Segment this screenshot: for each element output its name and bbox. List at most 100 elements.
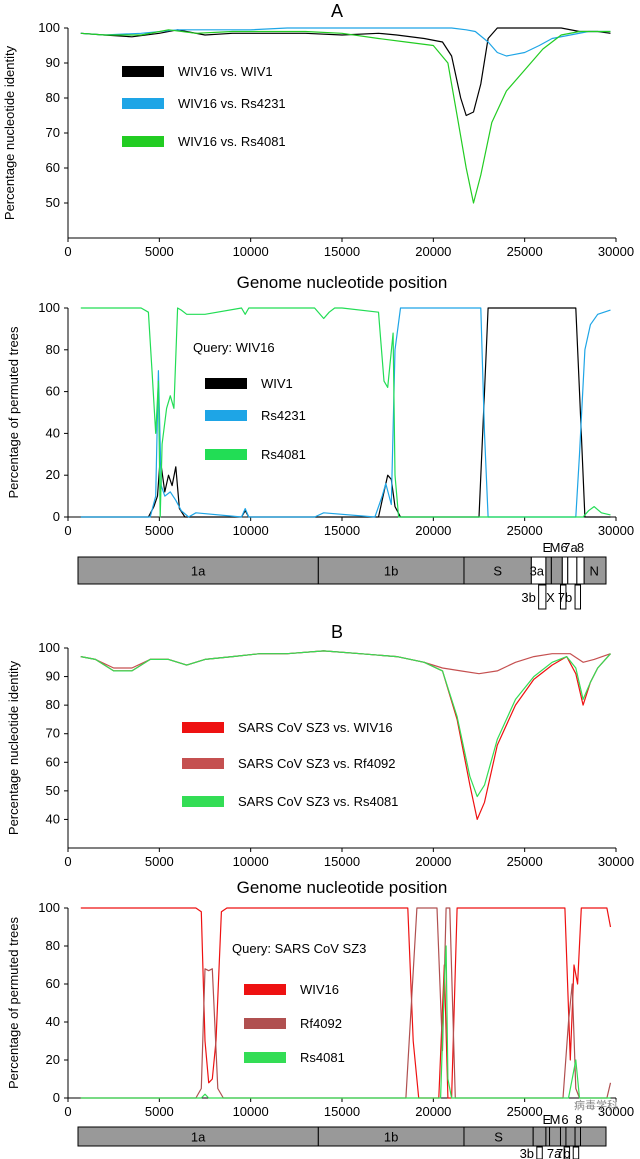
legend-swatch	[244, 984, 286, 995]
gene-box-7a	[567, 556, 578, 585]
legend-label: Rs4231	[261, 408, 306, 423]
gene-small-label: N	[589, 564, 598, 579]
x-tick-label: 15000	[324, 1104, 360, 1119]
gene-label: 7a	[547, 1146, 562, 1159]
gene-box-3a	[532, 1126, 547, 1147]
y-tick-label: 50	[46, 783, 60, 798]
gene-box-1a	[77, 556, 319, 585]
gene-small-label: E	[542, 1112, 551, 1127]
gene-box-6	[561, 556, 569, 585]
gene-box-N	[580, 1126, 607, 1147]
series-line-rf4092	[80, 907, 612, 1099]
gene-box-X	[559, 584, 567, 610]
y-tick-label: 60	[46, 754, 60, 769]
gene-box-3b	[536, 1146, 543, 1159]
y-tick-label: 0	[53, 1090, 60, 1105]
y-tick-label: 80	[46, 938, 60, 953]
x-tick-label: 0	[64, 523, 71, 538]
gene-box-M	[550, 556, 563, 585]
gene-box-8	[574, 1126, 582, 1147]
legend-swatch	[182, 758, 224, 769]
gene-small-label: E	[542, 540, 551, 555]
panel-a-label: A	[331, 1, 343, 21]
y-tick-label: 60	[46, 976, 60, 991]
legend-swatch	[122, 98, 164, 109]
gene-label: 1b	[384, 564, 398, 579]
legend-label: Rs4081	[261, 447, 306, 462]
y-tick-label: 60	[46, 384, 60, 399]
y-axis-label: Percentage of permuted trees	[6, 917, 21, 1089]
gene-box-1b	[317, 556, 465, 585]
gene-box-7b	[574, 584, 582, 610]
gene-small-label: 7a	[563, 540, 578, 555]
x-tick-label: 20000	[415, 854, 451, 869]
gene-label: 1a	[191, 564, 206, 579]
y-tick-label: 0	[53, 509, 60, 524]
legend-swatch	[182, 722, 224, 733]
gene-small-label: M	[550, 540, 561, 555]
chart-B-identity: 40 50 60 70 80 90 100 0 5000 10000 15000 20000 25000…	[6, 640, 634, 897]
chart-A-identity: 50 60 70 80 90 100 0 5000 10000 15000 20000 25000 30…	[2, 20, 634, 292]
y-tick-label: 80	[46, 90, 60, 105]
legend-label: Rs4081	[300, 1050, 345, 1065]
gene-box-3b	[538, 584, 547, 610]
x-axis-label: Genome nucleotide position	[237, 878, 448, 897]
legend-label: WIV16 vs. WIV1	[178, 64, 273, 79]
gene-small-label: 6	[561, 1112, 568, 1127]
x-tick-label: 30000	[598, 244, 634, 259]
x-tick-label: 20000	[415, 1104, 451, 1119]
y-tick-label: 40	[46, 425, 60, 440]
legend-label: WIV16 vs. Rs4081	[178, 134, 286, 149]
legend-title: Query: SARS CoV SZ3	[232, 941, 366, 956]
gene-box-N	[583, 556, 607, 585]
x-tick-label: 10000	[233, 1104, 269, 1119]
x-tick-label: 0	[64, 244, 71, 259]
x-tick-label: 0	[64, 854, 71, 869]
y-tick-label: 70	[46, 726, 60, 741]
gene-label: S	[494, 1130, 503, 1145]
legend-label: SARS CoV SZ3 vs. Rf4092	[238, 756, 396, 771]
gene-small-label: 3a	[530, 564, 545, 579]
y-axis-label: Percentage nucleotide identity	[6, 660, 21, 835]
legend-swatch	[205, 378, 247, 389]
y-tick-label: 20	[46, 1052, 60, 1067]
x-tick-label: 5000	[145, 244, 174, 259]
gene-label: 3b	[521, 590, 535, 605]
series-line-wiv16-vs-rs4231	[80, 27, 611, 57]
x-tick-label: 5000	[145, 1104, 174, 1119]
x-tick-label: 30000	[598, 523, 634, 538]
gene-label: 7b	[558, 590, 572, 605]
legend-swatch	[205, 410, 247, 421]
gene-box-E	[545, 556, 552, 585]
y-tick-label: 20	[46, 467, 60, 482]
legend-swatch	[122, 136, 164, 147]
y-axis-label: Percentage nucleotide identity	[2, 45, 17, 220]
legend-swatch	[205, 449, 247, 460]
gene-label: S	[493, 564, 502, 579]
gene-box-M	[549, 1126, 561, 1147]
x-tick-label: 20000	[415, 523, 451, 538]
gene-small-label: 8	[575, 1112, 582, 1127]
x-tick-label: 10000	[233, 523, 269, 538]
x-tick-label: 20000	[415, 244, 451, 259]
y-tick-label: 60	[46, 160, 60, 175]
x-tick-label: 5000	[145, 854, 174, 869]
legend-swatch	[244, 1052, 286, 1063]
y-tick-label: 70	[46, 125, 60, 140]
gene-box-6	[559, 1126, 567, 1147]
legend-swatch	[182, 796, 224, 807]
series-line-sars-cov-sz3-vs-rf4092	[80, 650, 611, 675]
gene-small-label: 8	[577, 540, 584, 555]
genome-map-A: 1a 1b S 3a EM 67a 8N 3b X 7b	[77, 540, 607, 610]
panel-b-label: B	[331, 622, 343, 642]
gene-label: 7b	[556, 1146, 570, 1159]
gene-box-E	[545, 1126, 551, 1147]
gene-label: X	[546, 590, 555, 605]
y-tick-label: 100	[38, 900, 60, 915]
watermark: 病毒学科	[574, 1098, 618, 1112]
gene-box-7b	[572, 1146, 580, 1159]
gene-box-S	[463, 556, 532, 585]
gene-label: 1a	[191, 1130, 206, 1145]
chart-B-bootscan: 0 20 40 60 80 100 0 5000 10000 15000 20000 25000 300…	[6, 900, 634, 1119]
